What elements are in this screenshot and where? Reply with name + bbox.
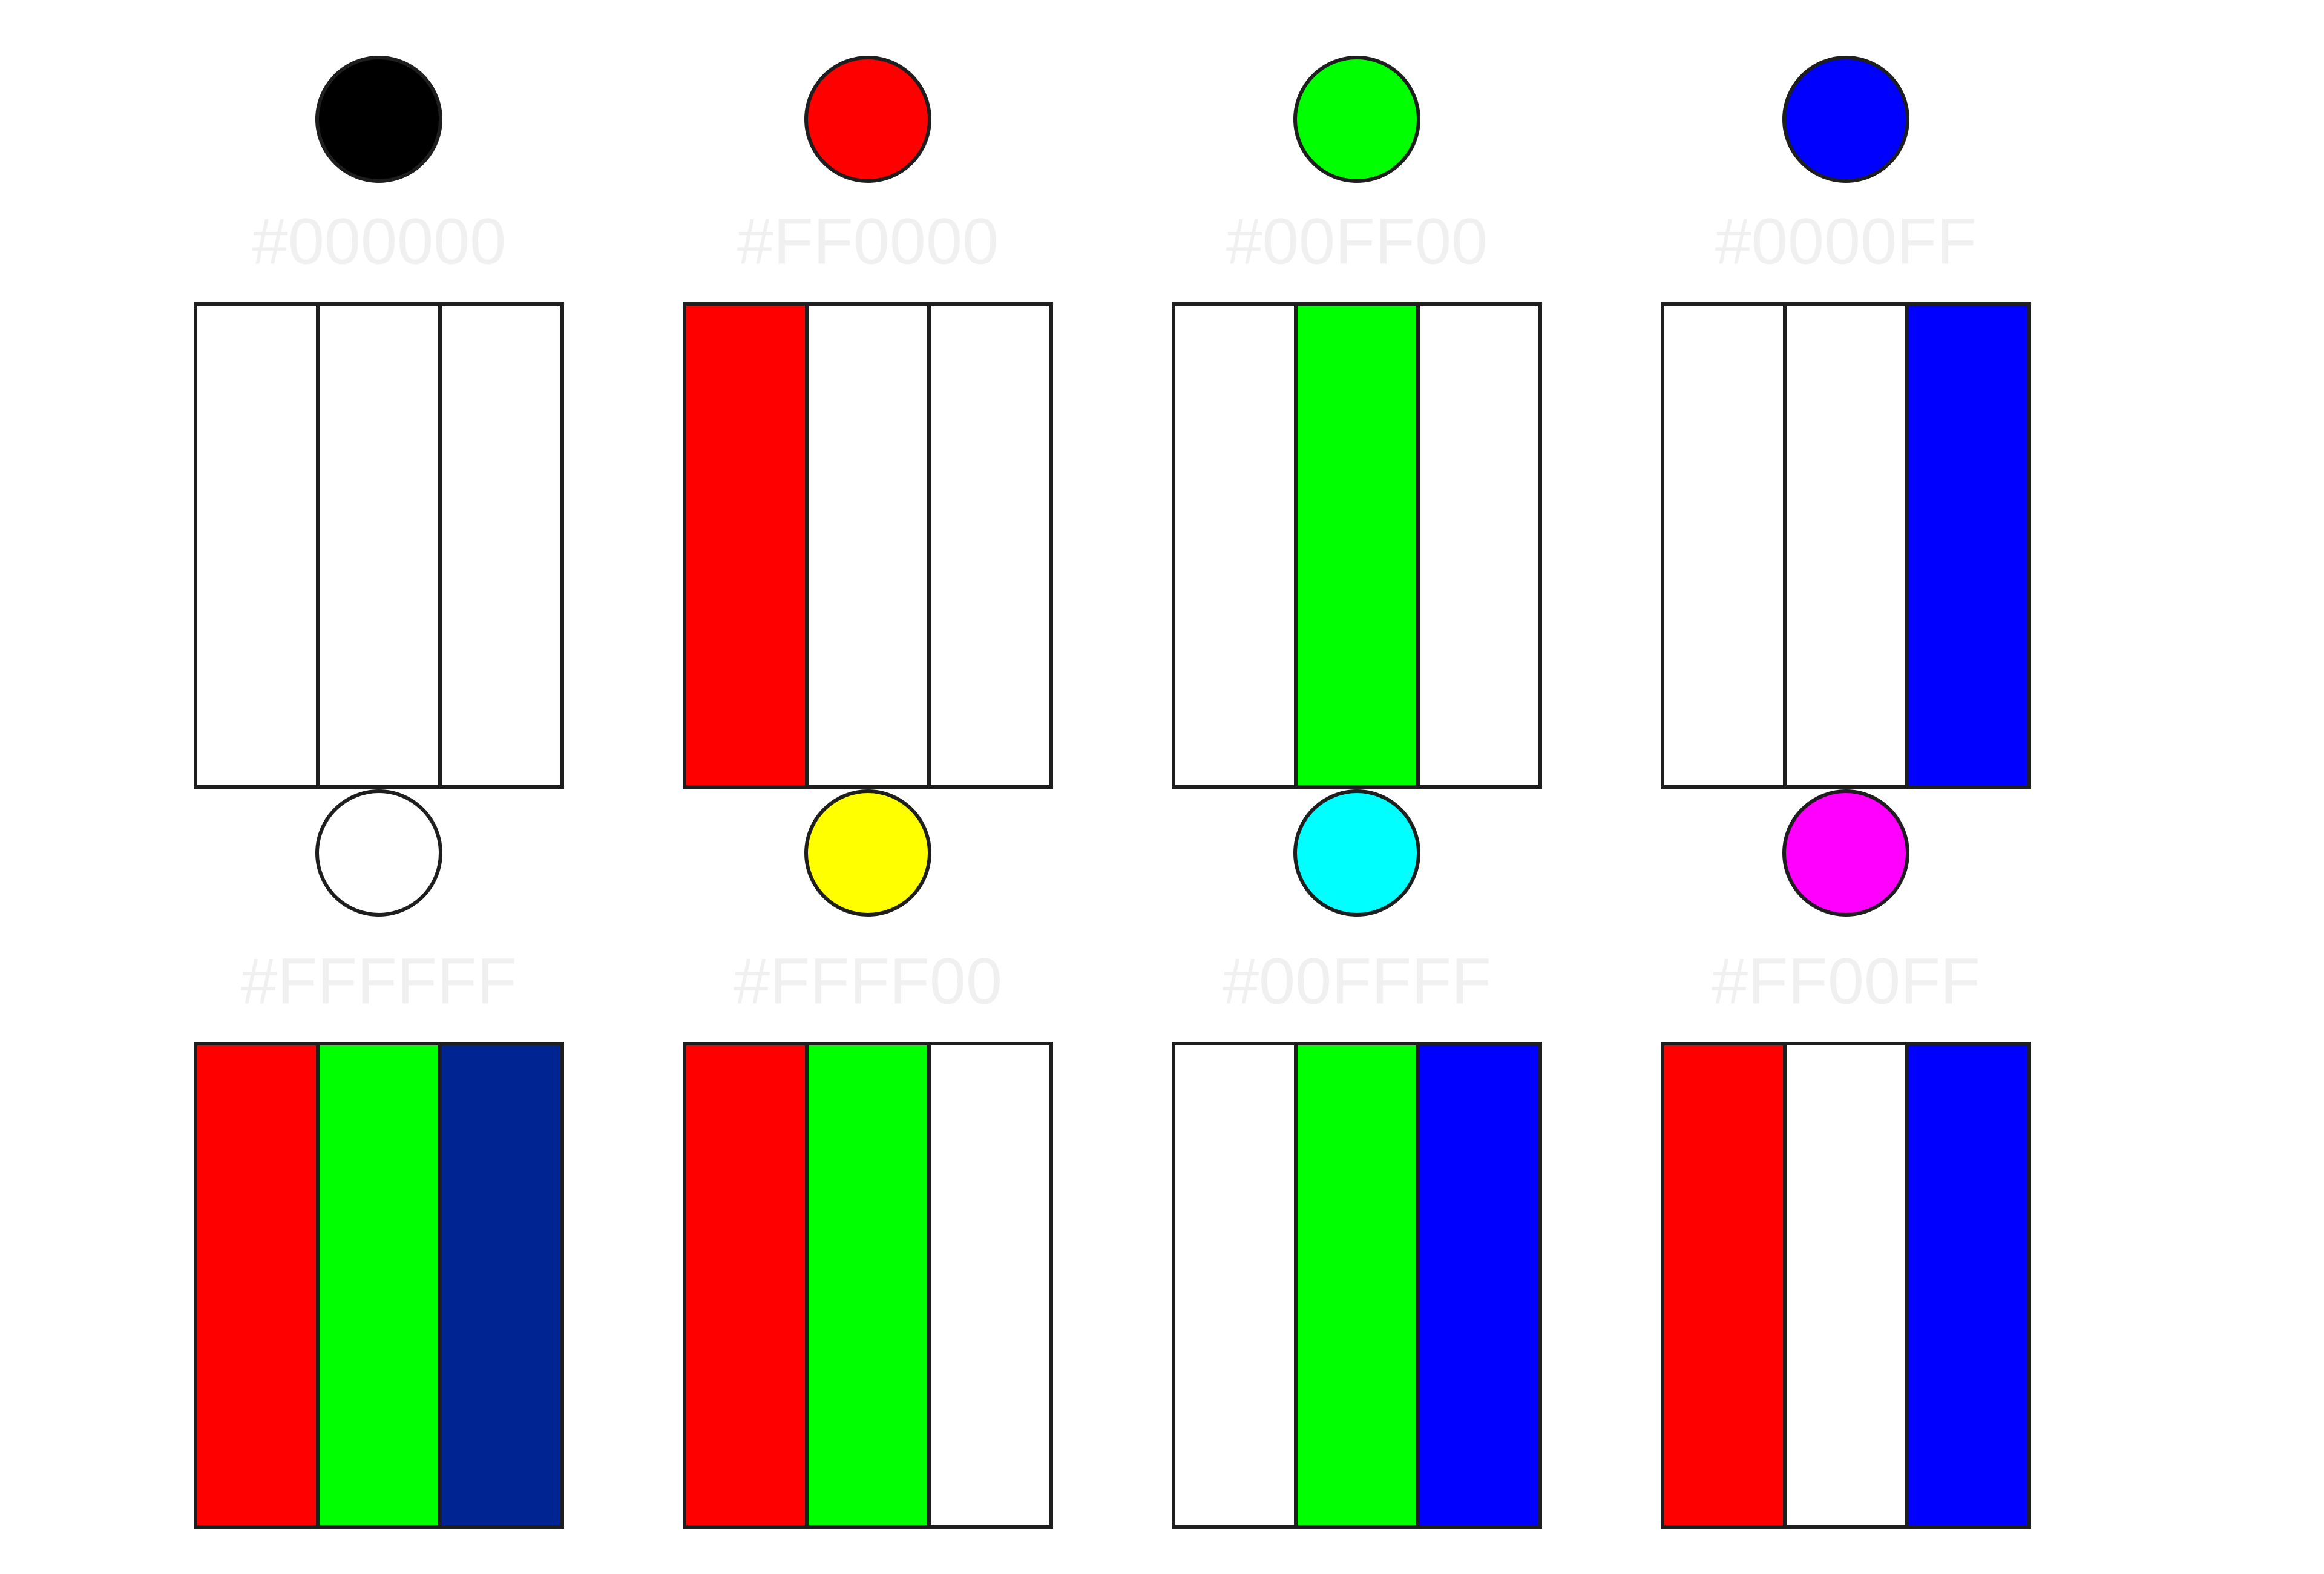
result-color-circle [1782,56,1909,183]
green-channel-stripe [316,1042,442,1529]
blue-channel-stripe [438,302,564,789]
blue-channel-stripe [1905,302,2031,789]
red-channel-stripe [1661,1042,1787,1529]
result-color-circle [1293,789,1420,917]
result-color-circle [315,789,442,917]
result-color-circle [1782,789,1909,917]
result-color-circle [1293,56,1420,183]
blue-channel-stripe [927,302,1053,789]
red-channel-stripe [1172,1042,1298,1529]
blue-channel-stripe [1905,1042,2031,1529]
green-channel-stripe [805,1042,931,1529]
red-channel-stripe [194,1042,320,1529]
green-channel-stripe [805,302,931,789]
red-channel-stripe [1172,302,1298,789]
red-channel-stripe [1661,302,1787,789]
green-channel-stripe [1294,1042,1420,1529]
red-channel-stripe [683,1042,809,1529]
red-channel-stripe [683,302,809,789]
blue-channel-stripe [438,1042,564,1529]
result-color-circle [804,56,931,183]
green-channel-stripe [1783,1042,1909,1529]
hex-label: #FFFF00 [734,944,1002,1018]
red-channel-stripe [194,302,320,789]
hex-label: #00FFFF [1223,944,1491,1018]
hex-label: #0000FF [1715,205,1977,278]
green-channel-stripe [316,302,442,789]
blue-channel-stripe [927,1042,1053,1529]
hex-label: #FF00FF [1712,944,1980,1018]
hex-label: #FF0000 [737,205,999,278]
blue-channel-stripe [1416,302,1542,789]
hex-label: #000000 [252,205,506,278]
hex-label: #FFFFFF [241,944,517,1018]
result-color-circle [804,789,931,917]
hex-label: #00FF00 [1226,205,1488,278]
green-channel-stripe [1294,302,1420,789]
blue-channel-stripe [1416,1042,1542,1529]
result-color-circle [315,56,442,183]
green-channel-stripe [1783,302,1909,789]
